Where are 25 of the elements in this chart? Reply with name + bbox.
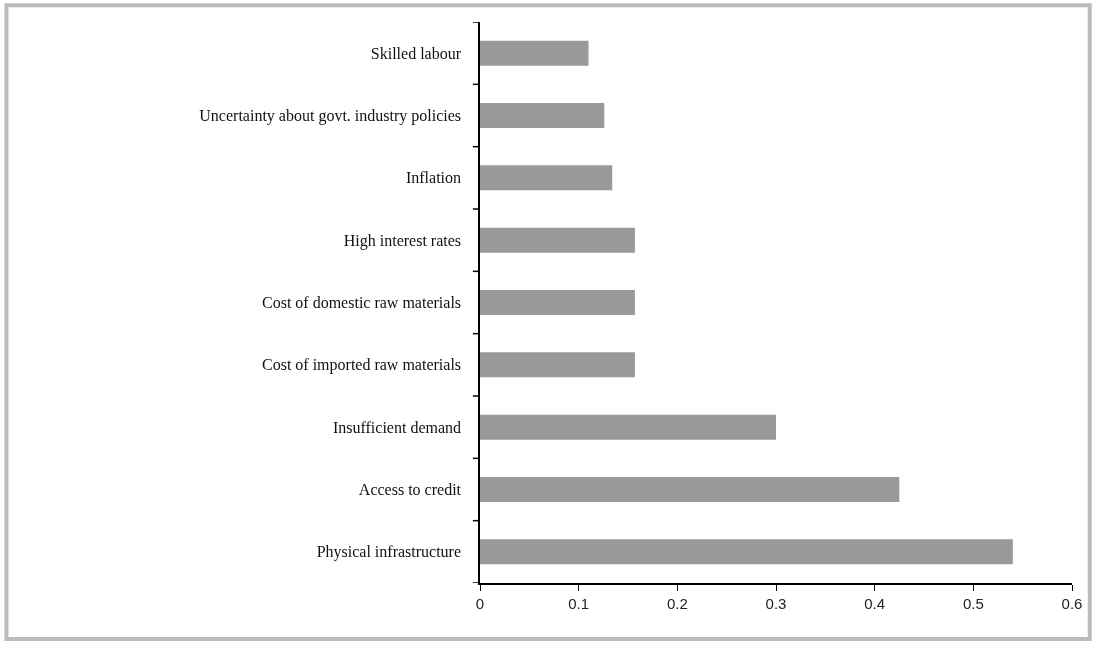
y-tick-label: Skilled labour: [370, 44, 462, 62]
bar: [480, 165, 613, 191]
bar: [480, 539, 1013, 565]
y-tick-label: High interest rates: [343, 231, 462, 250]
bar: [480, 40, 589, 66]
y-tick-label: Inflation: [405, 169, 462, 187]
x-tick-label: 0.4: [864, 594, 886, 612]
y-tick-label: Physical infrastructure: [316, 543, 462, 562]
x-tick-label: 0.5: [962, 594, 984, 612]
bar: [480, 352, 635, 378]
bar: [480, 414, 776, 440]
y-tick-label: Uncertainty about govt. industry policies: [199, 107, 462, 126]
y-tick-label: Cost of imported raw materials: [261, 356, 462, 375]
y-tick-label: Insufficient demand: [332, 418, 462, 436]
x-tick-label: 0: [475, 594, 485, 612]
y-tick-label: Cost of domestic raw materials: [261, 294, 462, 312]
bar: [480, 477, 900, 502]
x-tick-label: 0.1: [568, 594, 590, 612]
bar: [480, 290, 635, 315]
y-tick-label: Access to credit: [358, 481, 462, 499]
bar: [480, 103, 605, 128]
x-tick-label: 0.3: [765, 594, 787, 612]
x-tick-label: 0.6: [1061, 594, 1083, 612]
x-tick-label: 0.2: [666, 594, 688, 612]
bar: [480, 227, 635, 253]
